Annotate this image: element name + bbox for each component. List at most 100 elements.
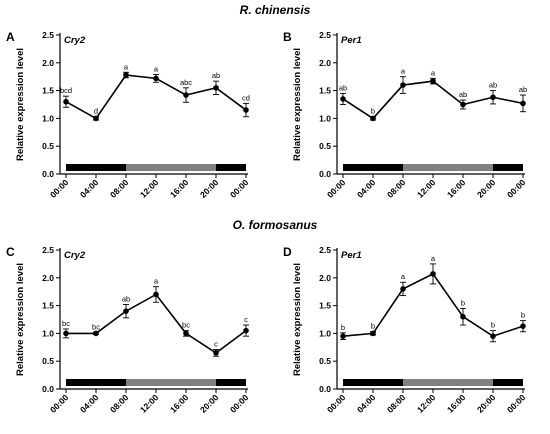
y-tick-label: 1.0	[42, 328, 54, 338]
x-tick-label: 00:00	[228, 177, 251, 200]
x-tick-label: 00:00	[228, 392, 251, 415]
significance-label: bc	[92, 322, 100, 331]
significance-label: a	[154, 64, 159, 73]
photoperiod-dark-segment	[343, 379, 403, 386]
y-tick-label: 2.5	[42, 245, 54, 255]
y-tick-label: 0.0	[42, 169, 54, 179]
significance-label: d	[94, 107, 98, 116]
data-point	[370, 330, 376, 337]
y-tick-label: 1.0	[319, 328, 331, 338]
significance-label: abc	[180, 78, 192, 87]
y-tick-label: 1.0	[319, 113, 331, 123]
significance-label: b	[371, 107, 375, 116]
y-axis-title: Relative expression level	[292, 48, 303, 161]
gene-label: Per1	[341, 35, 362, 46]
y-tick-label: 0.5	[319, 356, 331, 366]
x-tick-label: 12:00	[415, 392, 438, 415]
x-tick-label: 20:00	[198, 392, 221, 415]
data-point	[243, 107, 249, 113]
x-tick-label: 04:00	[355, 177, 378, 200]
y-tick-label: 0.0	[319, 169, 331, 179]
y-tick-label: 2.0	[319, 58, 331, 68]
x-tick-label: 20:00	[475, 177, 498, 200]
gene-label: Cry2	[64, 250, 86, 261]
x-tick-label: 04:00	[355, 392, 378, 415]
data-point	[520, 323, 526, 329]
data-point	[183, 330, 189, 337]
panel-letter: B	[283, 30, 292, 44]
photoperiod-dark-segment	[66, 164, 126, 171]
significance-label: a	[401, 67, 406, 76]
chart-panel-d: D Per1 Relative expression level 0.0 0.5 1.0 1…	[283, 245, 528, 415]
data-point	[93, 330, 99, 337]
y-tick-label: 2.5	[42, 30, 54, 40]
gene-label: Per1	[341, 250, 362, 261]
y-axis-title: Relative expression level	[15, 48, 26, 161]
significance-label: b	[341, 323, 345, 332]
photoperiod-dark-segment	[216, 164, 246, 171]
x-tick-label: 00:00	[505, 392, 528, 415]
data-point	[520, 100, 526, 107]
data-point	[340, 96, 346, 102]
photoperiod-dark-segment	[343, 164, 403, 171]
significance-label: c	[244, 315, 248, 324]
section-title-o-formosanus: O. formosanus	[233, 218, 318, 232]
data-point	[460, 313, 466, 320]
y-axis-title: Relative expression level	[292, 263, 303, 376]
data-point	[93, 115, 99, 122]
data-point	[63, 98, 69, 105]
y-tick-label: 2.5	[319, 30, 331, 40]
significance-label: a	[431, 254, 436, 263]
x-tick-label: 00:00	[505, 177, 528, 200]
y-tick-label: 0.5	[42, 141, 54, 151]
significance-label: ab	[489, 81, 497, 90]
gene-label: Cry2	[64, 35, 86, 46]
x-tick-label: 12:00	[138, 177, 161, 200]
significance-label: bc	[182, 321, 190, 330]
section-title-r-chinensis: R. chinensis	[240, 3, 311, 17]
chart-panel-a: A Cry2 Relative expression level 0.0 0.5 1.0 1…	[6, 30, 251, 200]
data-point	[213, 350, 219, 356]
y-tick-label: 2.0	[42, 58, 54, 68]
x-tick-label: 20:00	[198, 177, 221, 200]
y-tick-label: 1.5	[42, 86, 54, 96]
data-point	[460, 101, 466, 108]
photoperiod-light-segment	[126, 164, 216, 171]
chart-panel-b: B Per1 Relative expression level 0.0 0.5 1.0 1…	[283, 30, 528, 200]
data-point	[213, 85, 219, 91]
y-tick-label: 0.5	[42, 356, 54, 366]
x-tick-label: 00:00	[48, 177, 71, 200]
data-point	[123, 308, 129, 314]
x-tick-label: 08:00	[385, 177, 408, 200]
photoperiod-dark-segment	[493, 164, 523, 171]
y-tick-label: 1.5	[42, 301, 54, 311]
y-axis-title: Relative expression level	[15, 263, 26, 376]
photoperiod-light-segment	[403, 379, 493, 386]
data-point	[63, 330, 69, 337]
significance-label: b	[371, 322, 375, 331]
panel-letter: A	[6, 30, 15, 44]
y-tick-label: 2.0	[319, 273, 331, 283]
y-tick-label: 0.0	[319, 384, 331, 394]
y-tick-label: 2.5	[319, 245, 331, 255]
x-tick-label: 16:00	[445, 392, 468, 415]
x-tick-label: 16:00	[168, 177, 191, 200]
significance-label: ab	[212, 71, 220, 80]
significance-label: b	[521, 311, 525, 320]
data-point	[400, 82, 406, 88]
significance-label: bcd	[60, 86, 72, 95]
panel-letter: C	[6, 245, 15, 259]
data-point	[243, 327, 249, 334]
data-point	[153, 75, 159, 82]
significance-label: a	[154, 277, 159, 286]
x-tick-label: 04:00	[78, 177, 101, 200]
significance-label: cd	[242, 93, 250, 102]
significance-label: b	[491, 321, 495, 330]
data-point	[430, 78, 436, 84]
y-tick-label: 2.0	[42, 273, 54, 283]
data-point	[340, 333, 346, 339]
x-tick-label: 00:00	[48, 392, 71, 415]
x-tick-label: 16:00	[445, 177, 468, 200]
y-tick-label: 0.5	[319, 141, 331, 151]
